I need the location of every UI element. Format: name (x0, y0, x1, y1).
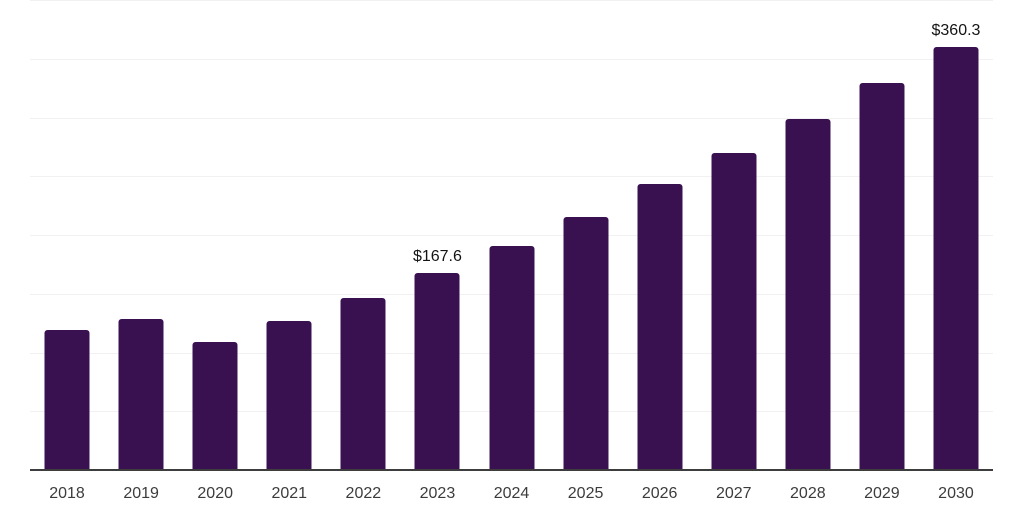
gridline (30, 0, 993, 1)
bar-slot-2026 (623, 0, 697, 470)
bar-2028[interactable] (785, 118, 831, 470)
gridline (30, 58, 993, 60)
bar-2018[interactable] (44, 330, 90, 470)
bar-slot-2019 (104, 0, 178, 470)
bar-slot-2029 (845, 0, 919, 470)
gridline (30, 176, 993, 178)
x-axis-label-2030: 2030 (938, 485, 974, 502)
x-axis-label-2020: 2020 (197, 485, 233, 502)
bar-slot-2025 (549, 0, 623, 470)
bar-slot-2021 (252, 0, 326, 470)
gridline (30, 235, 993, 236)
bar-slot-2024 (474, 0, 548, 470)
bar-2026[interactable] (637, 183, 683, 470)
x-axis-label-2021: 2021 (271, 485, 308, 502)
bar-slot-2028 (771, 0, 845, 470)
x-axis-label-2018: 2018 (49, 485, 85, 502)
bar-2020[interactable] (192, 341, 238, 470)
bar-2025[interactable] (563, 216, 609, 470)
x-axis-label-2022: 2022 (345, 485, 382, 502)
bar-slot-2020 (178, 0, 252, 470)
x-axis-label-2024: 2024 (493, 485, 530, 502)
x-axis-line (30, 469, 993, 471)
x-axis-label-2025: 2025 (567, 485, 604, 502)
bar-slot-2030: $360.3 (919, 0, 993, 470)
x-axis-label-2029: 2029 (864, 485, 900, 502)
bar-value-label-2023: $167.6 (412, 248, 462, 266)
gridline (30, 117, 993, 119)
x-axis-label-2026: 2026 (641, 485, 678, 502)
plot-area: $167.6 $360.3 (30, 0, 993, 470)
bar-slot-2023: $167.6 (400, 0, 474, 470)
bar-slot-2022 (326, 0, 400, 470)
x-axis-label-2023: 2023 (419, 485, 456, 502)
bar-2021[interactable] (266, 321, 312, 470)
bar-2029[interactable] (859, 82, 905, 470)
bar-value-label-2030: $360.3 (931, 21, 981, 39)
bar-2027[interactable] (711, 153, 757, 470)
bar-2030[interactable] (933, 46, 979, 470)
x-axis-label-2019: 2019 (123, 485, 159, 502)
bars: $167.6 $360.3 (30, 0, 993, 470)
bar-2022[interactable] (340, 297, 386, 470)
bar-2024[interactable] (489, 245, 534, 470)
bar-slot-2027 (697, 0, 771, 470)
x-axis-label-2028: 2028 (790, 485, 826, 502)
x-axis-labels: 2018 2019 2020 2021 2022 2023 2024 2025 2026 2027… (30, 485, 993, 503)
bar-2023[interactable] (414, 273, 460, 470)
bar-2019[interactable] (118, 319, 164, 470)
bar-slot-2018 (30, 0, 104, 470)
x-axis-label-2027: 2027 (715, 485, 752, 502)
